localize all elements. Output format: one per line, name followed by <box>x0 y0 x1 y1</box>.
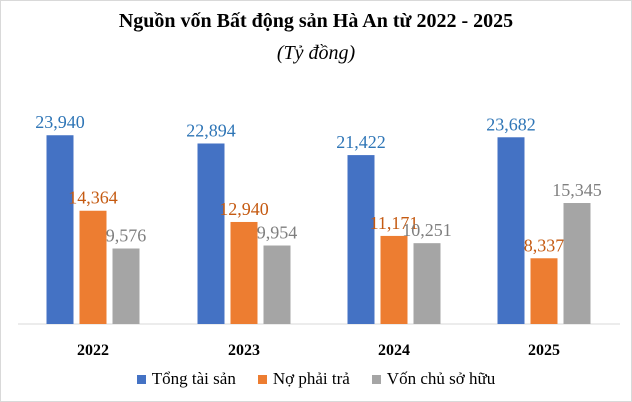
data-label-2023-series-2: 9,954 <box>257 223 298 243</box>
bar-2023-series-2 <box>263 245 291 324</box>
bar-2025-series-0 <box>497 137 525 324</box>
x-tick-label-2025: 2025 <box>528 342 560 359</box>
data-label-2024-series-2: 10,251 <box>402 220 452 240</box>
data-label-2025-series-1: 8,337 <box>524 235 565 255</box>
legend: Tổng tài sản Nợ phải trả Vốn chủ sở hữu <box>0 369 632 389</box>
legend-item-von-chu-so-huu: Vốn chủ sở hữu <box>371 369 496 389</box>
x-tick-label-2024: 2024 <box>378 342 410 359</box>
bar-2025-series-1 <box>530 258 558 324</box>
legend-label: Tổng tài sản <box>151 369 236 388</box>
legend-label: Vốn chủ sở hữu <box>386 369 496 388</box>
bar-2025-series-2 <box>563 203 591 324</box>
bar-2024-series-2 <box>413 243 441 324</box>
data-label-2022-series-0: 23,940 <box>35 112 85 132</box>
bar-2023-series-1 <box>230 221 258 324</box>
legend-item-no-phai-tra: Nợ phải trả <box>257 369 350 389</box>
bar-2024-series-0 <box>347 155 375 324</box>
data-label-2025-series-0: 23,682 <box>486 114 536 134</box>
bar-2022-series-0 <box>46 135 74 324</box>
data-label-2023-series-1: 12,940 <box>219 199 269 219</box>
x-tick-label-2022: 2022 <box>77 342 109 359</box>
legend-label: Nợ phải trả <box>272 369 350 388</box>
chart-title: Nguồn vốn Bất động sản Hà An từ 2022 - 2… <box>118 10 514 32</box>
chart-subtitle: (Tỷ đồng) <box>276 42 356 64</box>
bar-2023-series-0 <box>197 143 225 324</box>
bar-2022-series-1 <box>79 210 107 324</box>
data-label-2024-series-1: 11,171 <box>370 213 419 233</box>
data-label-2022-series-2: 9,576 <box>106 225 147 245</box>
data-label-2024-series-0: 21,422 <box>336 132 386 152</box>
data-label-2023-series-0: 22,894 <box>186 120 236 140</box>
bar-2022-series-2 <box>112 248 140 324</box>
legend-swatch <box>371 374 381 384</box>
legend-swatch <box>136 374 146 384</box>
legend-swatch <box>257 374 267 384</box>
data-label-2022-series-1: 14,364 <box>68 188 118 208</box>
data-label-2025-series-2: 15,345 <box>552 180 602 200</box>
legend-item-tong-tai-san: Tổng tài sản <box>136 369 236 389</box>
bar-2024-series-1 <box>380 235 408 324</box>
x-tick-label-2023: 2023 <box>228 342 260 359</box>
